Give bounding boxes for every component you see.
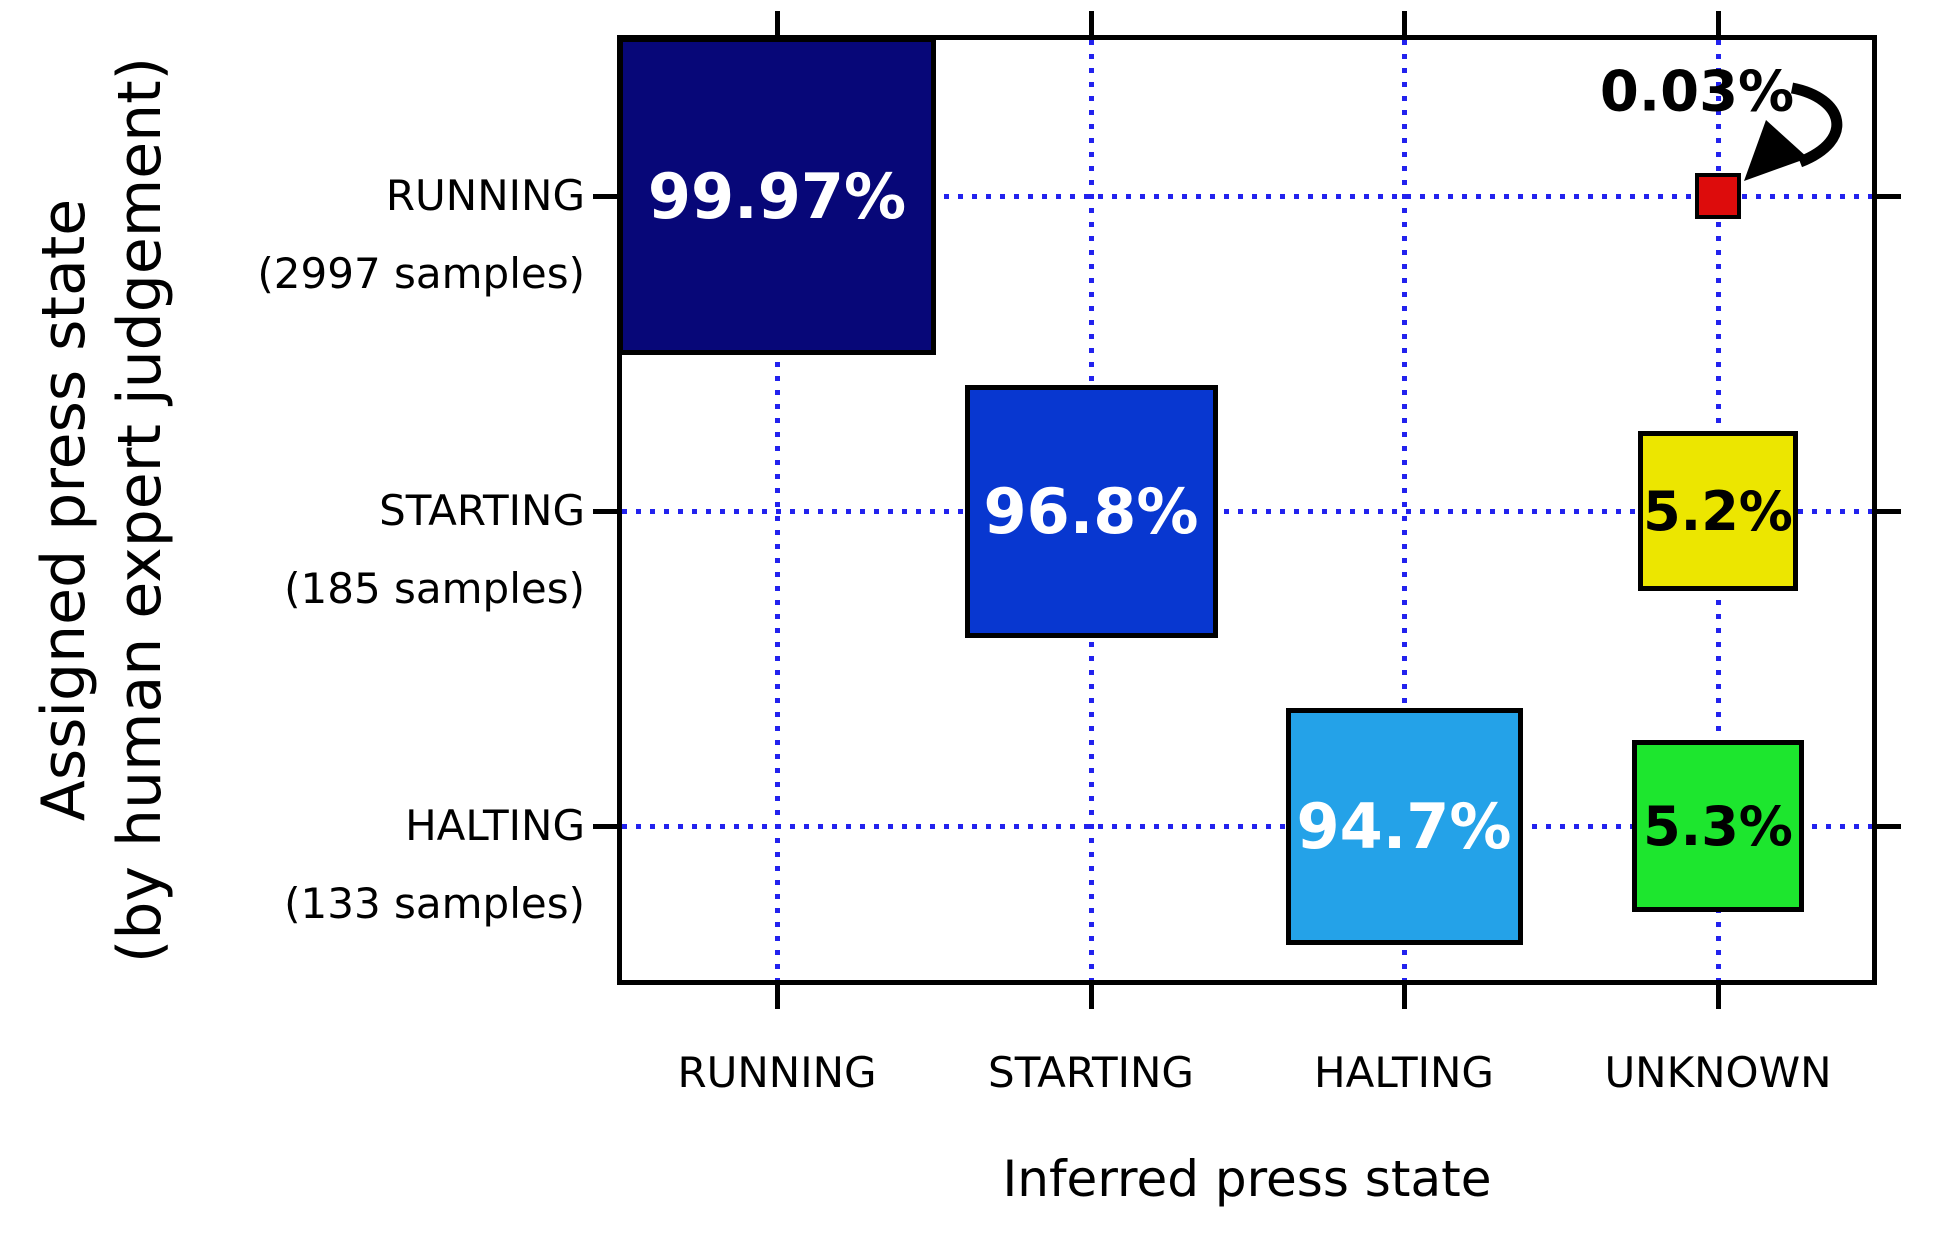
y-tick-sample-count: (2997 samples) — [257, 249, 585, 298]
tick-top — [775, 11, 780, 35]
tick-right — [1877, 824, 1901, 829]
y-tick-sample-count: (185 samples) — [284, 564, 585, 613]
matrix-cell-running-unknown — [1695, 173, 1741, 219]
x-tick-label-unknown: UNKNOWN — [1604, 1048, 1832, 1097]
x-axis-title: Inferred press state — [1002, 1150, 1492, 1208]
tick-top — [1716, 11, 1721, 35]
tick-bottom — [1089, 985, 1094, 1009]
tick-top — [1089, 11, 1094, 35]
matrix-cell-running-running: 99.97% — [622, 40, 936, 355]
matrix-cell-halting-unknown: 5.3% — [1632, 740, 1804, 912]
x-tick-label-starting: STARTING — [988, 1048, 1194, 1097]
y-tick-sample-count: (133 samples) — [284, 879, 585, 928]
y-tick-label-running: RUNNING — [385, 171, 585, 220]
tick-bottom — [1402, 985, 1407, 1009]
x-tick-label-halting: HALTING — [1314, 1048, 1494, 1097]
y-tick-label-halting: HALTING — [405, 801, 585, 850]
matrix-cell-halting-halting: 94.7% — [1285, 707, 1523, 945]
tick-left — [593, 824, 617, 829]
tick-left — [593, 509, 617, 514]
tick-right — [1877, 509, 1901, 514]
tick-right — [1877, 194, 1901, 199]
matrix-cell-starting-unknown: 5.2% — [1638, 431, 1798, 591]
tick-top — [1402, 11, 1407, 35]
matrix-cell-starting-starting: 96.8% — [964, 384, 1218, 638]
y-tick-label-starting: STARTING — [379, 486, 585, 535]
gridline-horizontal — [622, 824, 1872, 829]
gridline-horizontal — [622, 509, 1872, 514]
tick-bottom — [775, 985, 780, 1009]
plot-area: 99.97% 96.8% 94.7% 5.2% 5.3% — [617, 35, 1877, 985]
x-tick-label-running: RUNNING — [677, 1048, 877, 1097]
tick-bottom — [1716, 985, 1721, 1009]
tick-left — [593, 194, 617, 199]
gridline-horizontal — [622, 194, 1872, 199]
annotation-label: 0.03% — [1599, 59, 1795, 125]
